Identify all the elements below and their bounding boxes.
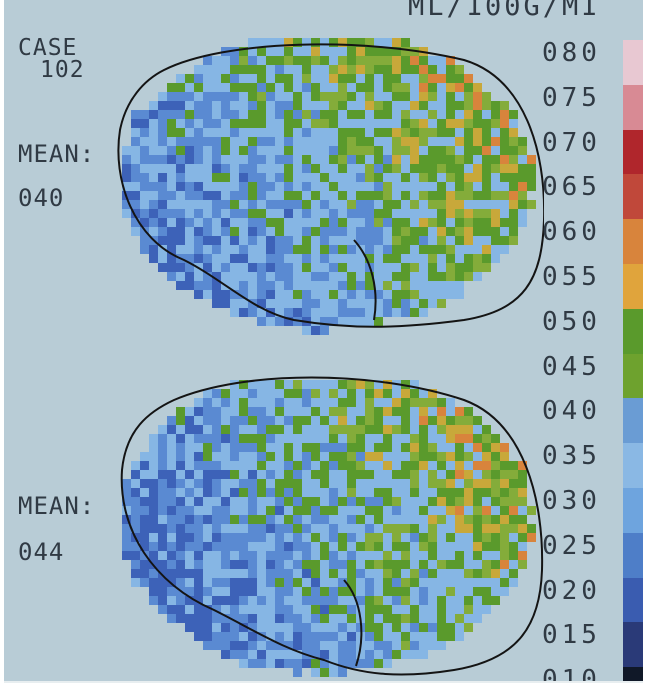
perfusion-pixels — [122, 380, 536, 677]
scale-tick-010: 010 — [542, 665, 601, 683]
scale-swatch-030 — [623, 488, 643, 534]
scale-swatch-075 — [623, 84, 643, 131]
scale-swatch-045 — [623, 353, 643, 400]
bottom-brain-perfusion-map — [120, 376, 544, 677]
scale-swatch-040 — [623, 398, 643, 445]
brain-outline — [120, 376, 544, 676]
scale-swatch-015 — [623, 622, 643, 669]
scale-tick-055: 055 — [542, 262, 601, 292]
top-mean-label: MEAN: — [18, 140, 96, 168]
scale-tick-075: 075 — [542, 82, 601, 113]
scale-tick-080: 080 — [542, 38, 601, 68]
perfusion-monitor-screen: ML/100G/MI CASE 102 MEAN: 040 MEAN: 044 … — [4, 0, 643, 683]
scale-tick-labels: 080 075 070 065 060 055 050 045 040 035 030 025 020 0… — [542, 38, 622, 681]
brain-outline — [117, 43, 544, 328]
scale-swatch-065 — [623, 174, 643, 221]
scale-swatch-060 — [623, 219, 643, 265]
scale-swatch-070 — [623, 129, 643, 176]
scale-tick-040: 040 — [542, 396, 601, 427]
case-label: CASE — [18, 35, 78, 61]
brain-sulcus-line — [343, 579, 363, 667]
scale-swatch-035 — [623, 443, 643, 489]
color-scale-bar — [623, 40, 643, 681]
scale-swatch-050 — [623, 308, 643, 355]
top-mean-value: 040 — [18, 184, 65, 212]
perfusion-pixels — [122, 38, 536, 335]
scale-tick-070: 070 — [542, 127, 601, 158]
case-number: 102 — [40, 57, 85, 83]
bottom-mean-value: 044 — [18, 538, 65, 566]
scale-tick-015: 015 — [542, 620, 601, 651]
scale-swatch-055 — [623, 264, 643, 310]
scale-tick-065: 065 — [542, 172, 601, 203]
scale-tick-030: 030 — [542, 486, 601, 516]
scale-tick-020: 020 — [542, 575, 601, 606]
scale-tick-060: 060 — [542, 217, 601, 248]
scale-swatch-020 — [623, 577, 643, 624]
scale-swatch-080 — [623, 40, 643, 86]
bottom-mean-label: MEAN: — [18, 492, 96, 520]
scale-swatch-025 — [623, 532, 643, 579]
scale-tick-025: 025 — [542, 530, 601, 561]
units-label: ML/100G/MI — [408, 0, 601, 22]
scale-swatch-010 — [623, 667, 643, 681]
scale-tick-035: 035 — [542, 441, 601, 472]
scale-tick-050: 050 — [542, 306, 601, 337]
scale-tick-045: 045 — [542, 351, 601, 382]
top-brain-perfusion-map — [117, 38, 544, 335]
brain-sulcus-line — [353, 239, 377, 321]
